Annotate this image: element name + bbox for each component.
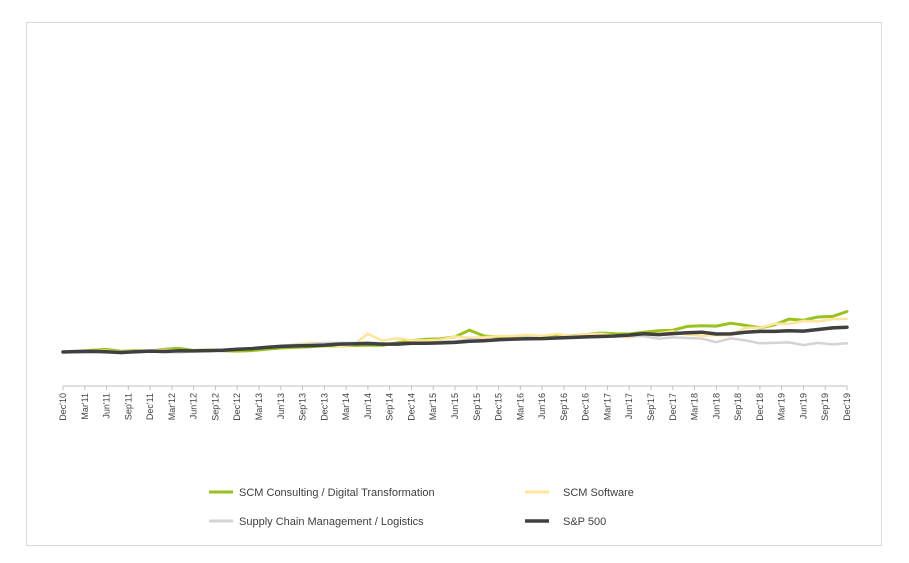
legend-label-sp500: S&P 500 — [563, 516, 606, 528]
x-tick-label: Mar'12 — [167, 393, 177, 420]
x-tick-label: Jun'16 — [537, 393, 547, 419]
x-tick: Dec'17 — [668, 386, 678, 421]
x-tick-label: Sep'17 — [646, 393, 656, 421]
x-tick: Jun'19 — [798, 386, 808, 419]
x-tick: Dec'16 — [581, 386, 591, 421]
legend: SCM Consulting / Digital Transformation … — [209, 487, 634, 528]
plot-area — [61, 310, 849, 355]
x-tick-label: Dec'10 — [58, 393, 68, 421]
x-tick: Mar'13 — [254, 386, 264, 420]
x-tick-label: Dec'16 — [581, 393, 591, 421]
series-line-0 — [61, 310, 849, 354]
legend-label-scm-consulting: SCM Consulting / Digital Transformation — [239, 487, 435, 499]
x-tick-label: Sep'11 — [123, 393, 133, 420]
x-tick-label: Sep'19 — [820, 393, 830, 421]
x-tick: Dec'18 — [755, 386, 765, 421]
x-tick: Mar'17 — [602, 386, 612, 420]
series-line-3 — [61, 325, 849, 355]
x-tick-label: Dec'15 — [494, 393, 504, 421]
x-tick-label: Dec'11 — [145, 393, 155, 420]
x-tick: Mar'15 — [428, 386, 438, 420]
x-tick-label: Mar'13 — [254, 393, 264, 420]
x-tick: Jun'15 — [450, 386, 460, 419]
x-axis-ticks: Dec'10 Mar'11 Jun'11 Sep'11 Dec'11 Mar'12 Jun'… — [58, 386, 852, 421]
x-tick-label: Jun'19 — [798, 393, 808, 419]
x-tick-label: Dec'18 — [755, 393, 765, 421]
x-tick: Mar'11 — [80, 386, 90, 420]
x-tick-label: Mar'17 — [602, 393, 612, 420]
x-tick-label: Dec'19 — [842, 393, 852, 421]
x-tick: Dec'11 — [145, 386, 155, 420]
x-tick-label: Sep'14 — [385, 393, 395, 421]
x-tick-label: Dec'13 — [319, 393, 329, 421]
x-tick-label: Dec'14 — [406, 393, 416, 421]
x-tick-label: Jun'17 — [624, 393, 634, 419]
x-tick: Dec'14 — [406, 386, 416, 421]
x-tick: Jun'14 — [363, 386, 373, 419]
x-tick-label: Sep'16 — [559, 393, 569, 421]
legend-label-scm-software: SCM Software — [563, 487, 634, 499]
x-tick-label: Jun'11 — [102, 393, 112, 419]
x-tick: Dec'12 — [232, 386, 242, 421]
x-tick-label: Jun'18 — [711, 393, 721, 419]
x-tick-label: Dec'17 — [668, 393, 678, 421]
x-tick: Jun'12 — [189, 386, 199, 419]
x-tick: Sep'16 — [559, 386, 569, 421]
x-tick: Jun'13 — [276, 386, 286, 419]
chart-frame: Dec'10 Mar'11 Jun'11 Sep'11 Dec'11 Mar'12 Jun'… — [26, 22, 882, 546]
x-tick-label: Sep'12 — [210, 393, 220, 421]
x-tick-label: Jun'14 — [363, 393, 373, 419]
x-tick: Dec'15 — [494, 386, 504, 421]
x-tick-label: Sep'15 — [472, 393, 482, 421]
x-tick-label: Mar'16 — [515, 393, 525, 420]
x-tick: Mar'16 — [515, 386, 525, 420]
x-tick: Sep'19 — [820, 386, 830, 421]
x-tick: Mar'12 — [167, 386, 177, 420]
x-tick: Sep'11 — [123, 386, 133, 420]
x-tick-label: Jun'15 — [450, 393, 460, 419]
x-tick: Dec'13 — [319, 386, 329, 421]
x-tick: Mar'18 — [690, 386, 700, 420]
x-tick: Jun'18 — [711, 386, 721, 419]
legend-item-supply-chain: Supply Chain Management / Logistics — [209, 516, 424, 528]
line-chart: Dec'10 Mar'11 Jun'11 Sep'11 Dec'11 Mar'12 Jun'… — [58, 310, 852, 528]
x-tick: Jun'17 — [624, 386, 634, 419]
x-tick: Jun'11 — [102, 386, 112, 419]
legend-label-supply-chain: Supply Chain Management / Logistics — [239, 516, 424, 528]
x-tick-label: Mar'14 — [341, 393, 351, 420]
x-tick: Mar'19 — [777, 386, 787, 420]
legend-item-sp500: S&P 500 — [525, 516, 606, 528]
x-tick: Jun'16 — [537, 386, 547, 419]
x-tick-label: Jun'13 — [276, 393, 286, 419]
x-tick: Mar'14 — [341, 386, 351, 420]
x-tick: Sep'15 — [472, 386, 482, 421]
x-tick-label: Mar'15 — [428, 393, 438, 420]
x-tick: Dec'19 — [842, 386, 852, 421]
x-tick: Sep'12 — [210, 386, 220, 421]
x-tick: Sep'14 — [385, 386, 395, 421]
x-tick-label: Mar'18 — [690, 393, 700, 420]
x-tick-label: Mar'11 — [80, 393, 90, 420]
x-tick-label: Dec'12 — [232, 393, 242, 421]
x-tick: Sep'17 — [646, 386, 656, 421]
x-tick: Sep'13 — [298, 386, 308, 421]
legend-item-scm-software: SCM Software — [525, 487, 634, 499]
x-tick-label: Mar'19 — [777, 393, 787, 420]
x-tick: Dec'10 — [58, 386, 68, 421]
x-tick-label: Jun'12 — [189, 393, 199, 419]
x-tick: Sep'18 — [733, 386, 743, 421]
legend-item-scm-consulting: SCM Consulting / Digital Transformation — [209, 487, 435, 499]
x-tick-label: Sep'13 — [298, 393, 308, 421]
x-tick-label: Sep'18 — [733, 393, 743, 421]
